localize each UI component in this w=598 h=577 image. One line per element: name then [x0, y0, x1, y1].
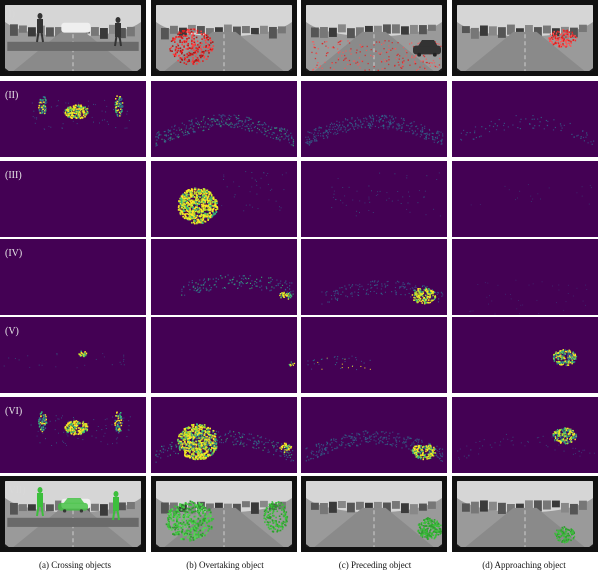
panel-row6-preceding: [301, 397, 447, 473]
panel-row2-preceding: [301, 81, 447, 157]
panel-row6-overtaking: [151, 397, 297, 473]
panel-row1-preceding: [301, 0, 447, 76]
panel-row3-crossing: [0, 161, 146, 237]
panel-row3-overtaking: [151, 161, 297, 237]
panel-row6-approaching: [452, 397, 598, 473]
panel-row5-preceding: [301, 317, 447, 393]
caption-overtaking-object: (b) Overtaking object: [186, 560, 264, 570]
panel-row1-approaching: [452, 0, 598, 76]
panel-row3-approaching: [452, 161, 598, 237]
caption-preceding-object: (c) Preceding object: [338, 560, 412, 570]
panel-row6-crossing: [0, 397, 146, 473]
panel-row1-crossing: [0, 0, 146, 76]
caption-approaching-object: (d) Approaching object: [482, 560, 566, 570]
panel-row4-preceding: [301, 239, 447, 315]
panel-row4-approaching: [452, 239, 598, 315]
panel-row2-crossing: [0, 81, 146, 157]
panel-row2-approaching: [452, 81, 598, 157]
figure-grid: (I) (II) (III) (IV) (V) (VI) (VII): [0, 0, 598, 552]
panel-row7-crossing: [0, 476, 146, 552]
panel-row2-overtaking: [151, 81, 297, 157]
panel-row3-preceding: [301, 161, 447, 237]
panel-row7-overtaking: [151, 476, 297, 552]
panel-row5-overtaking: [151, 317, 297, 393]
panel-row7-preceding: [301, 476, 447, 552]
panel-row4-overtaking: [151, 239, 297, 315]
panel-row5-crossing: [0, 317, 146, 393]
caption-crossing-objects: (a) Crossing objects: [39, 560, 111, 570]
panel-row1-overtaking: [151, 0, 297, 76]
panel-row7-approaching: [452, 476, 598, 552]
panel-row5-approaching: [452, 317, 598, 393]
panel-row4-crossing: [0, 239, 146, 315]
